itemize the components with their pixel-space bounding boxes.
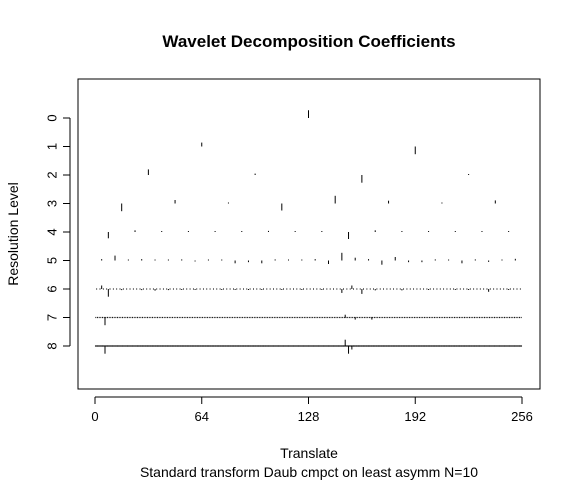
y-tick-label: 1 [45, 143, 60, 150]
y-tick-label: 5 [45, 257, 60, 264]
x-axis-label: Translate [280, 445, 338, 461]
x-tick-label: 256 [511, 409, 533, 424]
x-tick-label: 192 [404, 409, 426, 424]
x-axis: 0 64 128 192 256 [91, 396, 533, 424]
y-tick-label: 2 [45, 171, 60, 178]
y-axis-label: Resolution Level [5, 182, 21, 286]
y-tick-label: 7 [45, 314, 60, 321]
coefficient-marks [94, 110, 523, 354]
chart-title: Wavelet Decomposition Coefficients [162, 32, 455, 51]
y-tick-label: 0 [45, 114, 60, 121]
x-tick-label: 64 [195, 409, 209, 424]
plot-frame [77, 78, 541, 390]
x-axis-sublabel: Standard transform Daub cmpct on least a… [140, 464, 478, 480]
y-tick-label: 4 [45, 228, 60, 235]
y-tick-label: 6 [45, 285, 60, 292]
y-axis: 0 1 2 3 4 5 6 7 8 [45, 114, 71, 350]
y-tick-label: 8 [45, 342, 60, 349]
x-tick-label: 128 [298, 409, 320, 424]
x-tick-label: 0 [91, 409, 98, 424]
y-tick-label: 3 [45, 200, 60, 207]
